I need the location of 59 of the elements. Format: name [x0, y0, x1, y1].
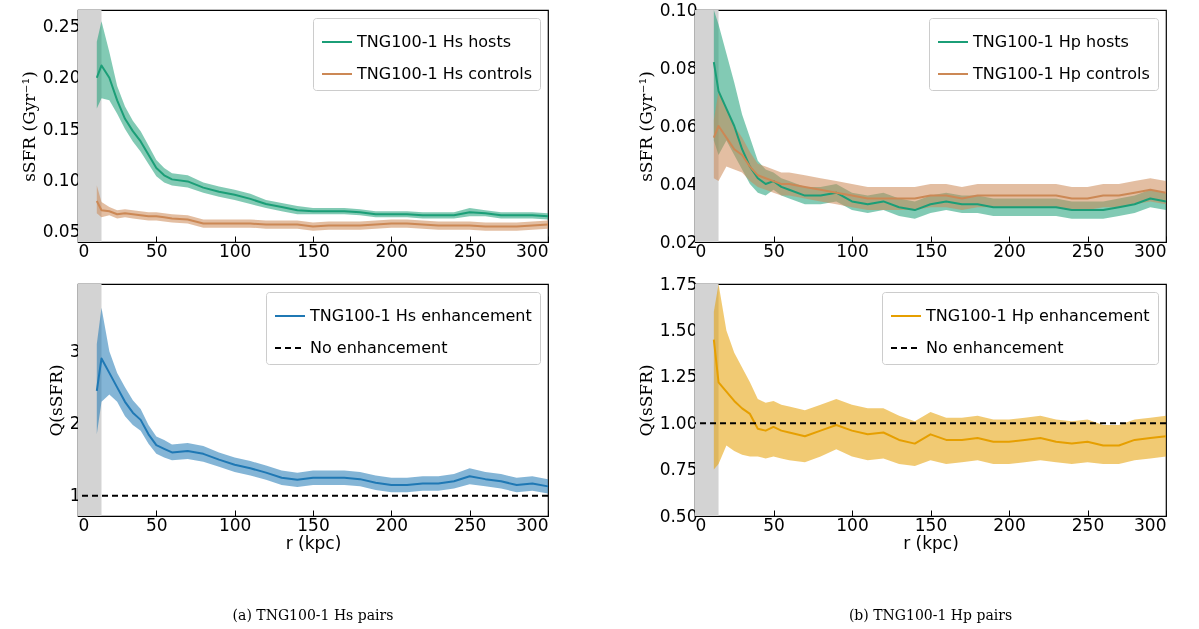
x-axis-title: r (kpc) [285, 532, 342, 553]
x-tick-label: 0 [695, 240, 707, 261]
legend-label: No enhancement [310, 338, 448, 357]
y-tick-label: 0.15 [42, 118, 81, 139]
x-axis-title: r (kpc) [903, 532, 959, 553]
x-tick-label: 250 [453, 514, 487, 535]
x-tick-label: 150 [914, 514, 948, 535]
x-tick-label: 50 [763, 514, 785, 535]
legend-label: TNG100-1 Hs enhancement [309, 306, 532, 325]
y-tick-label: 0.04 [659, 173, 698, 194]
text: (a) TNG100-1 Hs pairs [232, 607, 394, 623]
x-tick-label: 200 [993, 240, 1026, 261]
x-tick-label: 300 [516, 240, 549, 261]
y-axis-title: Q(sSFR) [635, 364, 656, 437]
x-tick-label: 50 [763, 240, 785, 261]
x-tick-label: 150 [297, 514, 330, 535]
line-series [95, 199, 549, 228]
line-series [712, 125, 1167, 200]
x-tick-label: 150 [914, 240, 948, 261]
y-tick-label: 1.75 [659, 273, 698, 294]
legend-label: TNG100-1 Hp hosts [972, 32, 1129, 51]
y-tick-label: 0.06 [659, 115, 698, 136]
y-tick-label: 0.05 [42, 221, 81, 242]
text: (b) TNG100-1 Hp pairs [848, 607, 1013, 623]
x-tick-label: 300 [1134, 240, 1167, 261]
y-tick-label: 1.25 [659, 366, 698, 387]
x-tick-label: 100 [218, 514, 252, 535]
x-tick-label: 100 [218, 240, 252, 261]
legend-label: TNG100-1 Hs hosts [356, 32, 512, 51]
y-axis-title: sSFR (Gyr⁻¹) [18, 71, 39, 182]
x-tick-label: 200 [993, 514, 1026, 535]
y-tick-label: 1 [69, 485, 81, 506]
x-tick-label: 300 [1134, 514, 1167, 535]
x-tick-label: 200 [375, 514, 409, 535]
x-tick-label: 200 [375, 240, 409, 261]
legend-label: No enhancement [926, 338, 1064, 357]
legend-label: TNG100-1 Hp controls [972, 64, 1150, 83]
y-tick-label: 0.25 [42, 15, 81, 36]
line-series [95, 64, 549, 218]
y-tick-label: 0.75 [659, 459, 698, 480]
x-tick-label: 150 [297, 240, 330, 261]
x-tick-label: 0 [78, 514, 90, 535]
x-tick-label: 50 [146, 514, 168, 535]
y-axis-title: sSFR (Gyr⁻¹) [635, 71, 656, 182]
x-tick-label: 250 [453, 240, 487, 261]
line-series [95, 357, 549, 488]
legend-label: TNG100-1 Hp enhancement [925, 306, 1150, 325]
line-series [712, 338, 1167, 447]
x-tick-label: 300 [516, 514, 549, 535]
x-tick-label: 250 [1071, 514, 1105, 535]
y-tick-label: 0.10 [659, 0, 698, 20]
y-axis-title: Q(sSFR) [45, 364, 66, 437]
x-tick-label: 100 [836, 514, 869, 535]
x-tick-label: 50 [146, 240, 168, 261]
x-tick-label: 0 [78, 240, 90, 261]
x-tick-label: 250 [1071, 240, 1105, 261]
line-series [712, 61, 1167, 212]
x-tick-label: 100 [836, 240, 869, 261]
legend-label: TNG100-1 Hs controls [356, 64, 532, 83]
